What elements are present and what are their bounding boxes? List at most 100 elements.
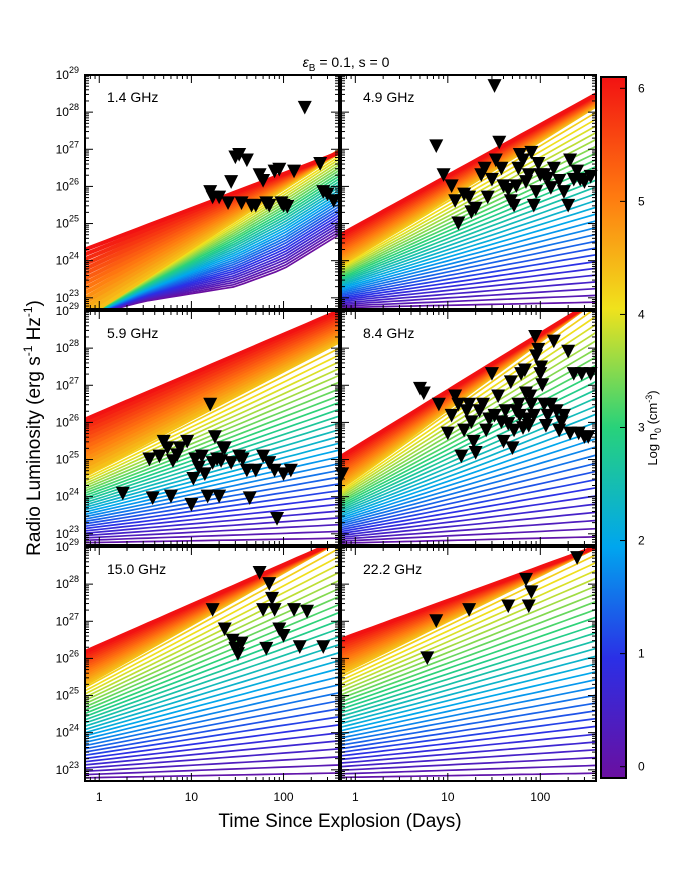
x-tick-label: 10 <box>441 790 455 804</box>
model-curve <box>341 281 596 304</box>
upper-limit-marker <box>429 614 444 628</box>
colorbar-tick-label: 0 <box>638 760 645 774</box>
upper-limit-marker <box>212 489 227 504</box>
upper-limit-marker <box>145 491 160 506</box>
upper-limit-marker <box>511 161 526 176</box>
upper-limit-marker <box>468 201 483 216</box>
upper-limit-marker <box>583 169 598 184</box>
upper-limits <box>335 329 598 481</box>
upper-limit-marker <box>259 641 274 656</box>
model-curve-band <box>85 317 339 437</box>
upper-limit-marker <box>239 153 254 168</box>
model-curve <box>85 510 339 535</box>
model-curve <box>341 495 596 535</box>
model-curve-band <box>85 547 330 654</box>
colorbar-tick-label: 5 <box>638 194 645 208</box>
model-curve <box>85 401 339 497</box>
upper-limit-marker <box>221 196 236 210</box>
model-curve <box>85 563 339 695</box>
y-tick-label: 1024 <box>56 723 79 740</box>
upper-limit-marker <box>511 397 526 412</box>
upper-limit-marker <box>297 100 312 115</box>
colorbar-tick-label: 6 <box>638 81 645 95</box>
model-curve <box>341 616 596 707</box>
x-tick-label: 100 <box>530 790 550 804</box>
model-curve <box>85 571 339 699</box>
upper-limit-marker <box>217 441 232 456</box>
panel-0: 1023 1024 1025 1026 1027 1028 1029 1.4 GHz <box>56 65 341 310</box>
y-tick-label: 1026 <box>56 412 79 429</box>
model-curve <box>85 675 339 740</box>
upper-limit-marker <box>462 397 477 412</box>
y-tick-label: 1029 <box>56 65 79 82</box>
upper-limit-marker <box>487 79 502 93</box>
upper-limit-marker <box>468 446 483 460</box>
upper-limit-marker <box>533 367 548 381</box>
y-ticks <box>341 74 596 310</box>
x-tick-label: 1 <box>352 790 359 804</box>
y-axis-label: Radio Luminosity (erg s-1 Hz-1) <box>21 300 45 556</box>
model-curve <box>85 442 339 511</box>
y-tick-label: 1026 <box>56 648 79 665</box>
model-curve <box>85 503 339 532</box>
upper-limit-marker <box>214 454 229 468</box>
model-curve <box>85 724 339 760</box>
model-curve <box>85 707 339 753</box>
upper-limit-marker <box>276 629 291 643</box>
y-tick-label: 1026 <box>56 176 79 193</box>
model-curves <box>85 149 339 309</box>
model-curve-band <box>341 547 596 642</box>
y-tick-label: 1027 <box>56 139 79 156</box>
model-curve <box>85 388 339 492</box>
model-curve <box>341 639 596 718</box>
upper-limit-marker <box>556 185 571 199</box>
figure-title-text: εB = 0.1, s = 0 <box>303 54 390 74</box>
upper-limit-marker <box>316 640 331 654</box>
model-curve <box>85 716 339 757</box>
model-curve-band <box>85 311 339 426</box>
model-curve <box>341 511 596 539</box>
upper-limit-marker <box>498 404 513 418</box>
upper-limit-marker <box>556 408 571 423</box>
upper-limit-marker <box>503 375 518 389</box>
upper-limit-marker <box>232 148 247 162</box>
model-curve <box>341 267 596 301</box>
upper-limit-marker <box>287 164 302 179</box>
model-curve <box>341 397 596 512</box>
model-curve <box>341 226 596 292</box>
model-curve <box>85 748 339 769</box>
model-curve <box>85 354 339 480</box>
upper-limit-marker <box>571 426 586 441</box>
model-curve <box>341 655 596 725</box>
upper-limit-marker <box>512 408 527 423</box>
upper-limit-marker <box>526 198 541 213</box>
model-curve <box>85 740 339 766</box>
upper-limit-marker <box>252 565 267 580</box>
upper-limit-marker <box>462 603 477 617</box>
model-curve-band <box>85 315 339 434</box>
upper-limit-marker <box>574 367 589 381</box>
model-curve <box>341 756 596 772</box>
model-curve <box>341 274 596 303</box>
upper-limit-marker <box>516 153 531 168</box>
model-curves <box>85 311 339 545</box>
upper-limit-marker <box>521 599 536 614</box>
upper-limit-marker <box>475 397 490 412</box>
upper-limit-marker <box>518 572 533 587</box>
upper-limit-marker <box>457 423 472 438</box>
model-curve <box>85 651 339 731</box>
upper-limit-marker <box>581 430 596 444</box>
upper-limit-marker <box>267 463 282 478</box>
model-curve <box>341 186 596 283</box>
upper-limit-marker <box>184 497 199 512</box>
y-tick-label: 1023 <box>56 524 79 541</box>
model-curve <box>341 437 596 521</box>
upper-limit-marker <box>197 467 212 481</box>
model-curve <box>341 569 596 685</box>
upper-limit-marker <box>451 397 466 412</box>
upper-limit-marker <box>283 463 298 478</box>
model-curve <box>341 179 596 282</box>
upper-limit-marker <box>230 647 245 661</box>
model-curve-band <box>85 320 339 441</box>
